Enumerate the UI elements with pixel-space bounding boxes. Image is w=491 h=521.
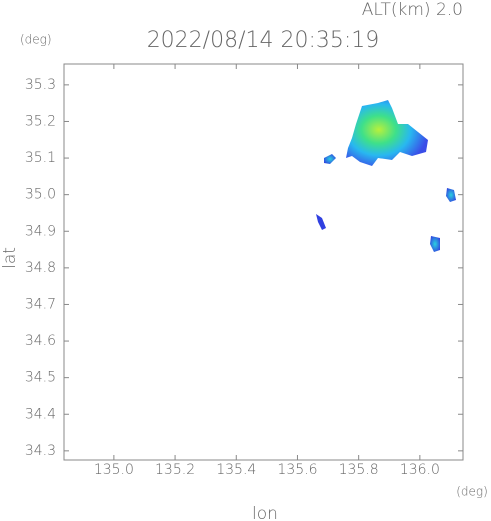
y-tick-label: 34.3 xyxy=(25,443,56,459)
echo xyxy=(316,214,326,230)
x-tick-label: 136.0 xyxy=(400,462,440,478)
y-tick-label: 35.3 xyxy=(25,77,56,93)
chart-title: 2022/08/14 20:35:19 xyxy=(147,28,380,53)
echo xyxy=(446,188,456,202)
y-tick-label: 35.0 xyxy=(25,187,56,203)
echo xyxy=(346,100,428,166)
echo xyxy=(430,236,440,252)
y-unit: (deg) xyxy=(20,33,52,47)
radar-echoes xyxy=(316,100,456,252)
x-tick-label: 135.0 xyxy=(94,462,134,478)
y-tick-label: 34.6 xyxy=(25,333,56,349)
y-tick-label: 35.2 xyxy=(25,113,56,129)
x-tick-label: 135.6 xyxy=(277,462,317,478)
x-tick-label: 135.4 xyxy=(216,462,256,478)
y-tick-label: 34.9 xyxy=(25,223,56,239)
y-tick-label: 35.1 xyxy=(25,150,56,166)
x-axis-label: lon xyxy=(252,504,278,521)
x-tick-label: 135.8 xyxy=(339,462,379,478)
plot-frame xyxy=(63,63,464,461)
x-unit: (deg) xyxy=(456,485,488,499)
echo xyxy=(324,154,336,164)
subtitle: ALT(km) 2.0 xyxy=(362,0,463,20)
y-axis-label: lat xyxy=(0,247,20,269)
y-tick-label: 34.7 xyxy=(25,296,56,312)
x-tick-label: 135.2 xyxy=(155,462,195,478)
y-tick-label: 34.5 xyxy=(25,370,56,386)
y-tick-label: 34.4 xyxy=(25,406,56,422)
y-tick-label: 34.8 xyxy=(25,260,56,276)
